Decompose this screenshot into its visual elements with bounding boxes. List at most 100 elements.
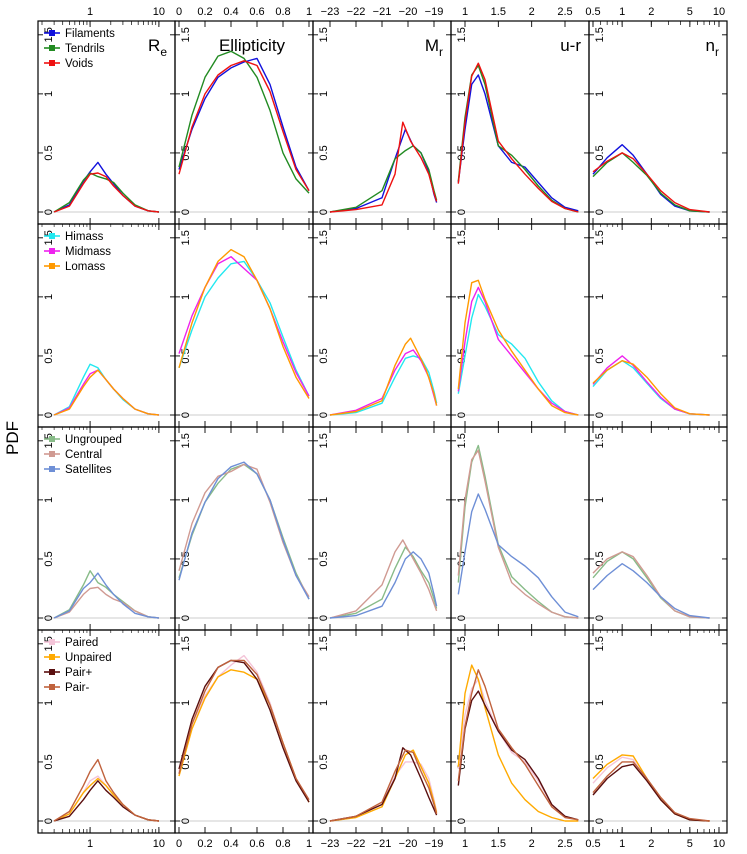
y-tick-label: 1: [180, 294, 192, 300]
y-tick-label: 0: [456, 412, 468, 418]
panel-frame: [37, 426, 176, 631]
panel-frame: [312, 223, 452, 428]
y-tick-label: 0: [180, 818, 192, 824]
legend-item: Central: [44, 449, 102, 461]
x-tick-label-top: 1.5: [491, 6, 506, 18]
legend-label: Tendrils: [65, 43, 105, 55]
y-tick-label: 0.5: [318, 145, 330, 160]
y-tick-label: 1: [456, 294, 468, 300]
panel-r1-ell: 00.511.5: [174, 223, 314, 428]
x-tick-label-top: −22: [347, 6, 366, 18]
panel-frame: [588, 629, 728, 834]
panel-title-nr: nr: [706, 36, 719, 59]
series-line-satellites-nr: [592, 563, 710, 619]
x-tick-label-bottom: 1: [87, 838, 93, 850]
series-line-tendrils-re: [53, 172, 159, 213]
panel-r2-mr: 0 0.5 1 1.5: [312, 426, 452, 631]
y-tick-label: 1.5: [594, 636, 606, 651]
x-tick-label-bottom: −20: [399, 838, 418, 850]
y-tick-label: 1: [180, 497, 192, 503]
legend-swatch-marker: [49, 45, 55, 51]
panel-frame: [450, 426, 590, 631]
series-line-paired-nr: [592, 756, 710, 822]
y-tick-label: 0: [43, 209, 55, 215]
y-tick-label: 1: [594, 294, 606, 300]
y-tick-label: 1: [456, 700, 468, 706]
series-line-ungrouped-ur: [457, 444, 579, 619]
series-line-lomass-ur: [457, 279, 579, 416]
y-tick-label: 1: [318, 497, 330, 503]
y-tick-label: 1: [594, 700, 606, 706]
panel-title-subscript: e: [160, 45, 167, 59]
series-line-pair--nr: [592, 761, 710, 822]
legend-swatch-marker: [49, 60, 55, 66]
x-tick-label-top: 0.4: [223, 6, 238, 18]
legend-item: Pair-: [44, 682, 89, 694]
x-tick-label-bottom: 1: [462, 838, 468, 850]
legend-swatch-marker: [49, 669, 55, 675]
y-tick-label: 0: [456, 209, 468, 215]
y-tick-label: 1.5: [456, 27, 468, 42]
x-tick-label-bottom: −22: [347, 838, 366, 850]
y-tick-label: 1: [594, 497, 606, 503]
legend-label: Himass: [65, 231, 104, 243]
legend-swatch-marker: [49, 451, 55, 457]
legend-item: Paired: [44, 637, 98, 649]
legend-label: Filaments: [65, 28, 115, 40]
y-tick-label: 1: [456, 497, 468, 503]
series-line-tendrils-mr: [329, 145, 438, 213]
y-tick-label: 1.5: [318, 433, 330, 448]
y-tick-label: 0.5: [318, 348, 330, 363]
legend-label: Satellites: [65, 464, 112, 476]
x-tick-label-top: 5: [687, 6, 693, 18]
legend-item: Midmass: [44, 246, 111, 258]
panel-title-subscript: r: [715, 45, 719, 59]
y-tick-label: 0: [180, 412, 192, 418]
panel-frame: [588, 426, 728, 631]
x-tick-label-top: 1: [462, 6, 468, 18]
series-line-pair--ur: [457, 669, 579, 821]
x-tick-label-top: 0: [176, 6, 182, 18]
y-tick-label: 1: [43, 700, 55, 706]
panel-r1-mr: 0 0.5 1 1.5: [312, 223, 452, 428]
y-tick-label: 0: [43, 818, 55, 824]
x-tick-label-bottom: 1: [619, 838, 625, 850]
x-tick-label-bottom: 0.4: [223, 838, 238, 850]
y-tick-label: 1: [456, 91, 468, 97]
series-line-pair--re: [53, 758, 159, 822]
panel-r3-nr: 0.5 1 2 5 10 0 0.5 1 1.5: [585, 629, 728, 850]
panel-title-main: R: [148, 36, 160, 55]
y-tick-label: 0: [318, 818, 330, 824]
series-line-unpaired-mr: [329, 749, 438, 822]
series-line-pair--ur: [457, 690, 579, 821]
x-tick-label-top: 2: [648, 6, 654, 18]
panel-r1-nr: 0 0.5 1 1.5: [588, 223, 728, 428]
legend-swatch-marker: [49, 466, 55, 472]
x-tick-label-bottom: 0.5: [585, 838, 600, 850]
series-line-unpaired-ell: [178, 669, 310, 803]
y-tick-label: 1.5: [456, 636, 468, 651]
panel-frame: [450, 223, 590, 428]
y-tick-label: 0.5: [43, 348, 55, 363]
panel-grid: 11000.511.5ReFilamentsTendrilsVoids00.20…: [37, 6, 728, 850]
series-line-satellites-re: [53, 572, 159, 619]
panel-r0-mr: −23 −22 −21 −20 −19 0 0.5 1 1.5 Mr: [312, 6, 452, 225]
legend-swatch-marker: [49, 684, 55, 690]
y-tick-label: 0: [594, 818, 606, 824]
y-tick-label: 0.5: [456, 551, 468, 566]
y-tick-label: 0: [456, 818, 468, 824]
y-tick-label: 1.5: [456, 433, 468, 448]
panel-r2-nr: 00.511.5: [588, 426, 728, 631]
y-tick-label: 0: [594, 412, 606, 418]
legend-label: Lomass: [65, 261, 106, 273]
series-line-tendrils-ur: [457, 64, 579, 213]
series-line-voids-nr: [592, 152, 710, 213]
legend-swatch-marker: [49, 639, 55, 645]
y-tick-label: 0: [594, 209, 606, 215]
y-tick-label: 0: [318, 412, 330, 418]
y-axis-label: PDF: [3, 421, 22, 455]
legend-item: Lomass: [44, 261, 106, 273]
y-tick-label: 0: [318, 209, 330, 215]
